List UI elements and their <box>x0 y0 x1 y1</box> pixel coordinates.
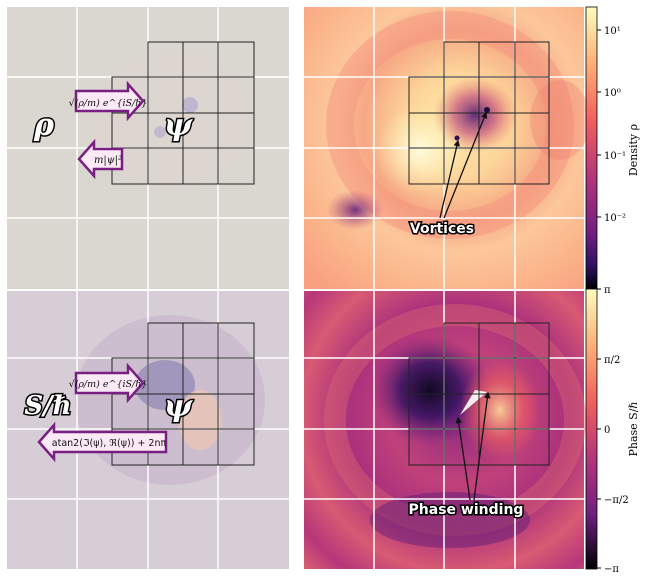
arrow-label-bottom-left: atan2(ℑ(ψ), ℜ(ψ)) + 2nπ <box>52 438 167 449</box>
arrow-psi-from-phase: √(ρ/m) e^{iS/ℏ} <box>69 362 148 404</box>
density-tick: 10⁰ <box>604 88 621 99</box>
refined-mesh <box>111 41 255 185</box>
refined-mesh <box>111 322 255 466</box>
density-symbol: ρ <box>33 108 55 143</box>
arrow-label-bottom-right: √(ρ/m) e^{iS/ℏ} <box>69 379 148 390</box>
density-tick: 10⁻² <box>604 213 626 224</box>
phase-tick: π <box>604 285 611 296</box>
density-tick: 10¹ <box>604 26 621 37</box>
phase-tick: 0 <box>604 425 610 436</box>
density-colorbar-label: Density ρ <box>627 124 640 176</box>
phase-winding-pointer-arrows <box>455 391 491 501</box>
density-colorbar: 10¹ 10⁰ 10⁻¹ 10⁻² Density ρ <box>585 6 640 290</box>
phase-tick: π/2 <box>604 355 620 366</box>
arrow-rho-from-psi: m|ψ|² <box>77 138 124 180</box>
phase-heatmap-panel: Phase winding <box>304 291 586 569</box>
vortex-pointer-arrows <box>439 111 488 219</box>
density-tick: 10⁻¹ <box>604 151 626 162</box>
arrow-phase-from-psi: atan2(ℑ(ψ), ℜ(ψ)) + 2nπ <box>37 421 168 463</box>
refined-mesh <box>408 41 550 185</box>
density-heatmap-panel: Vortices <box>304 7 590 289</box>
branch-cut <box>460 390 487 415</box>
phase-colorbar-label: Phase S/ℏ <box>627 401 640 456</box>
phase-symbol: S/ℏ <box>24 391 71 421</box>
refined-mesh <box>408 322 550 466</box>
wavefunction-symbol-top: ψ <box>164 108 194 143</box>
vortex-core <box>454 135 460 141</box>
phase-tick: −π <box>604 564 619 575</box>
wavefunction-symbol-bottom: ψ <box>164 389 194 424</box>
phase-winding-annotation: Phase winding <box>409 502 524 518</box>
phase-tick: −π/2 <box>604 495 629 506</box>
phase-colorbar: π π/2 0 −π/2 −π Phase S/ℏ <box>585 285 640 575</box>
arrow-label-top-left: m|ψ|² <box>94 155 122 166</box>
arrow-label-top-right: √(ρ/m) e^{iS/ℏ} <box>69 98 148 109</box>
vortex-core <box>484 107 490 113</box>
arrow-psi-from-rho: √(ρ/m) e^{iS/ℏ} <box>69 80 148 122</box>
density-overlay-panel <box>7 7 289 289</box>
vortices-annotation: Vortices <box>410 221 474 237</box>
